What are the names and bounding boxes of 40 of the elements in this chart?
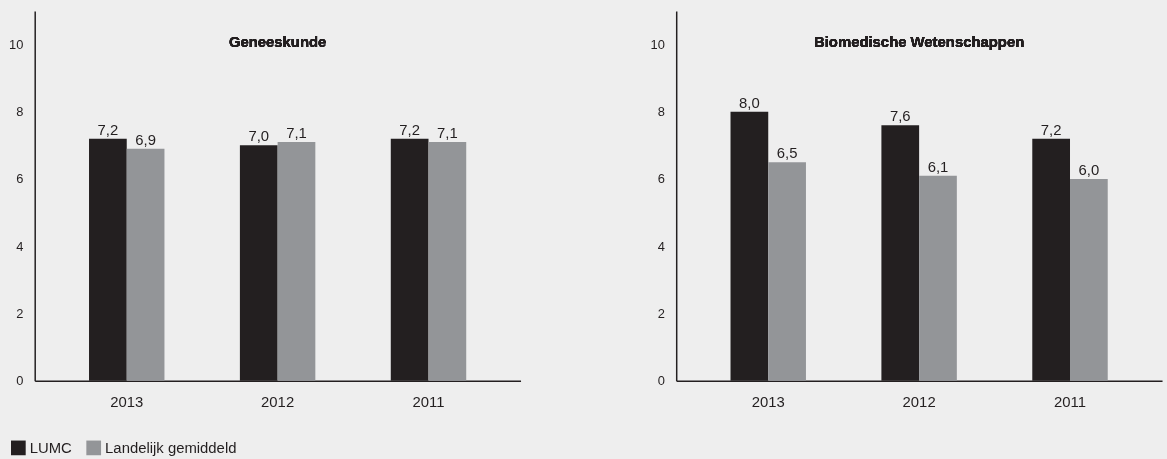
y-tick-label: 2	[16, 305, 24, 321]
x-tick-label: 2013	[751, 394, 785, 410]
y-tick-label: 2	[657, 305, 665, 321]
bar	[428, 142, 467, 381]
y-tick-label: 0	[657, 373, 665, 389]
bar	[1070, 179, 1108, 381]
bar	[277, 142, 316, 381]
y-tick-label: 6	[657, 171, 665, 187]
data-label: 7,1	[286, 125, 307, 142]
y-tick-label: 4	[16, 238, 24, 254]
x-tick-label: 2011	[412, 394, 445, 410]
y-tick-label: 8	[16, 104, 24, 120]
y-tick-label: 6	[16, 171, 24, 187]
text: Biomedische Wetenschappen	[813, 33, 1025, 50]
x-tick-label: 2011	[1054, 394, 1086, 410]
y-tick-label: 4	[657, 238, 665, 254]
data-label: 7,2	[399, 121, 420, 138]
data-label: 6,0	[1078, 162, 1100, 179]
data-label: 7,6	[889, 108, 911, 125]
y-tick-label: 10	[650, 36, 665, 52]
legend-label: Landelijk gemiddeld	[105, 439, 237, 456]
x-tick-label: 2013	[110, 394, 144, 410]
data-label: 8,0	[739, 94, 760, 111]
x-tick-label: 2012	[261, 394, 295, 410]
data-label: 7,0	[248, 128, 270, 145]
data-label: 7,1	[437, 125, 458, 142]
x-tick-label: 2012	[902, 394, 936, 410]
y-tick-label: 10	[8, 36, 24, 52]
bar	[126, 148, 165, 381]
data-label: 6,1	[927, 158, 949, 175]
data-label: 6,5	[776, 145, 798, 162]
data-label: 7,2	[1040, 121, 1062, 138]
text: Geneeskunde	[228, 33, 327, 50]
bar	[919, 175, 957, 381]
data-label: 6,9	[135, 131, 156, 148]
bar	[768, 162, 806, 381]
y-tick-label: 0	[16, 373, 24, 389]
legend-label: LUMC	[29, 439, 73, 456]
y-tick-label: 8	[657, 104, 665, 120]
data-label: 7,2	[97, 121, 119, 138]
